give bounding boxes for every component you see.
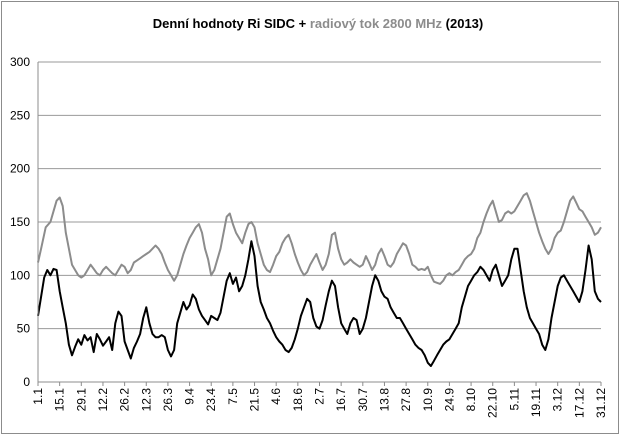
x-tick-label-5-11: 5.11 [507,388,521,411]
grid-layer [38,61,601,330]
x-tick-label-26-3: 26.3 [161,388,175,412]
series-line-2 [37,240,602,367]
y-tick-label-100: 100 [10,268,30,282]
x-tick-label-21-5: 21.5 [248,388,262,412]
y-tick-label-250: 250 [10,108,30,122]
x-tick-label-22-10: 22.10 [486,388,500,418]
y-tick-label-300: 300 [10,55,30,69]
x-tick-label-29-1: 29.1 [74,388,88,412]
x-tick-label-13-8: 13.8 [377,388,391,412]
x-tick-label-7-5: 7.5 [226,388,240,405]
y-tick-label-150: 150 [10,215,30,229]
x-tick-label-23-4: 23.4 [204,388,218,412]
x-tick-label-8-10: 8.10 [464,388,478,412]
x-tick-label-9-4: 9.4 [183,388,197,405]
x-tick-label-15-1: 15.1 [53,388,67,412]
title-part-2: radiový tok 2800 MHz [310,16,443,31]
series-line-1 [37,192,602,285]
title-part-3: (2013) [442,16,483,31]
x-tick-label-17-12: 17.12 [572,388,586,418]
x-tick-label-3-12: 3.12 [551,388,565,412]
axis-layer: 0 50 100 150 200 250 300 1.1 15.1 29.1 12.2 26.2 12.… [10,55,608,418]
title-part-1: Denní hodnoty Ri SIDC + [153,16,310,31]
x-tick-label-24-9: 24.9 [442,388,456,412]
y-tick-label-200: 200 [10,162,30,176]
x-tick-label-1-1: 1.1 [31,388,45,405]
x-tick-label-18-6: 18.6 [291,388,305,412]
chart-title: Denní hodnoty Ri SIDC + radiový tok 2800… [153,16,484,31]
x-tick-label-30-7: 30.7 [356,388,370,412]
x-tick-label-16-7: 16.7 [334,388,348,412]
x-tick-label-12-2: 12.2 [96,388,110,412]
series-layer [37,192,602,367]
x-tick-label-10-9: 10.9 [421,388,435,412]
x-tick-label-27-8: 27.8 [399,388,413,412]
x-tick-label-26-2: 26.2 [118,388,132,412]
y-tick-label-0: 0 [23,375,30,389]
y-tick-label-50: 50 [17,322,31,336]
x-tick-label-4-6: 4.6 [269,388,283,405]
x-tick-label-2-7: 2.7 [313,388,327,405]
x-tick-label-19-11: 19.11 [529,388,543,417]
x-tick-label-31-12: 31.12 [594,388,608,418]
x-tick-label-12-3: 12.3 [139,388,153,412]
